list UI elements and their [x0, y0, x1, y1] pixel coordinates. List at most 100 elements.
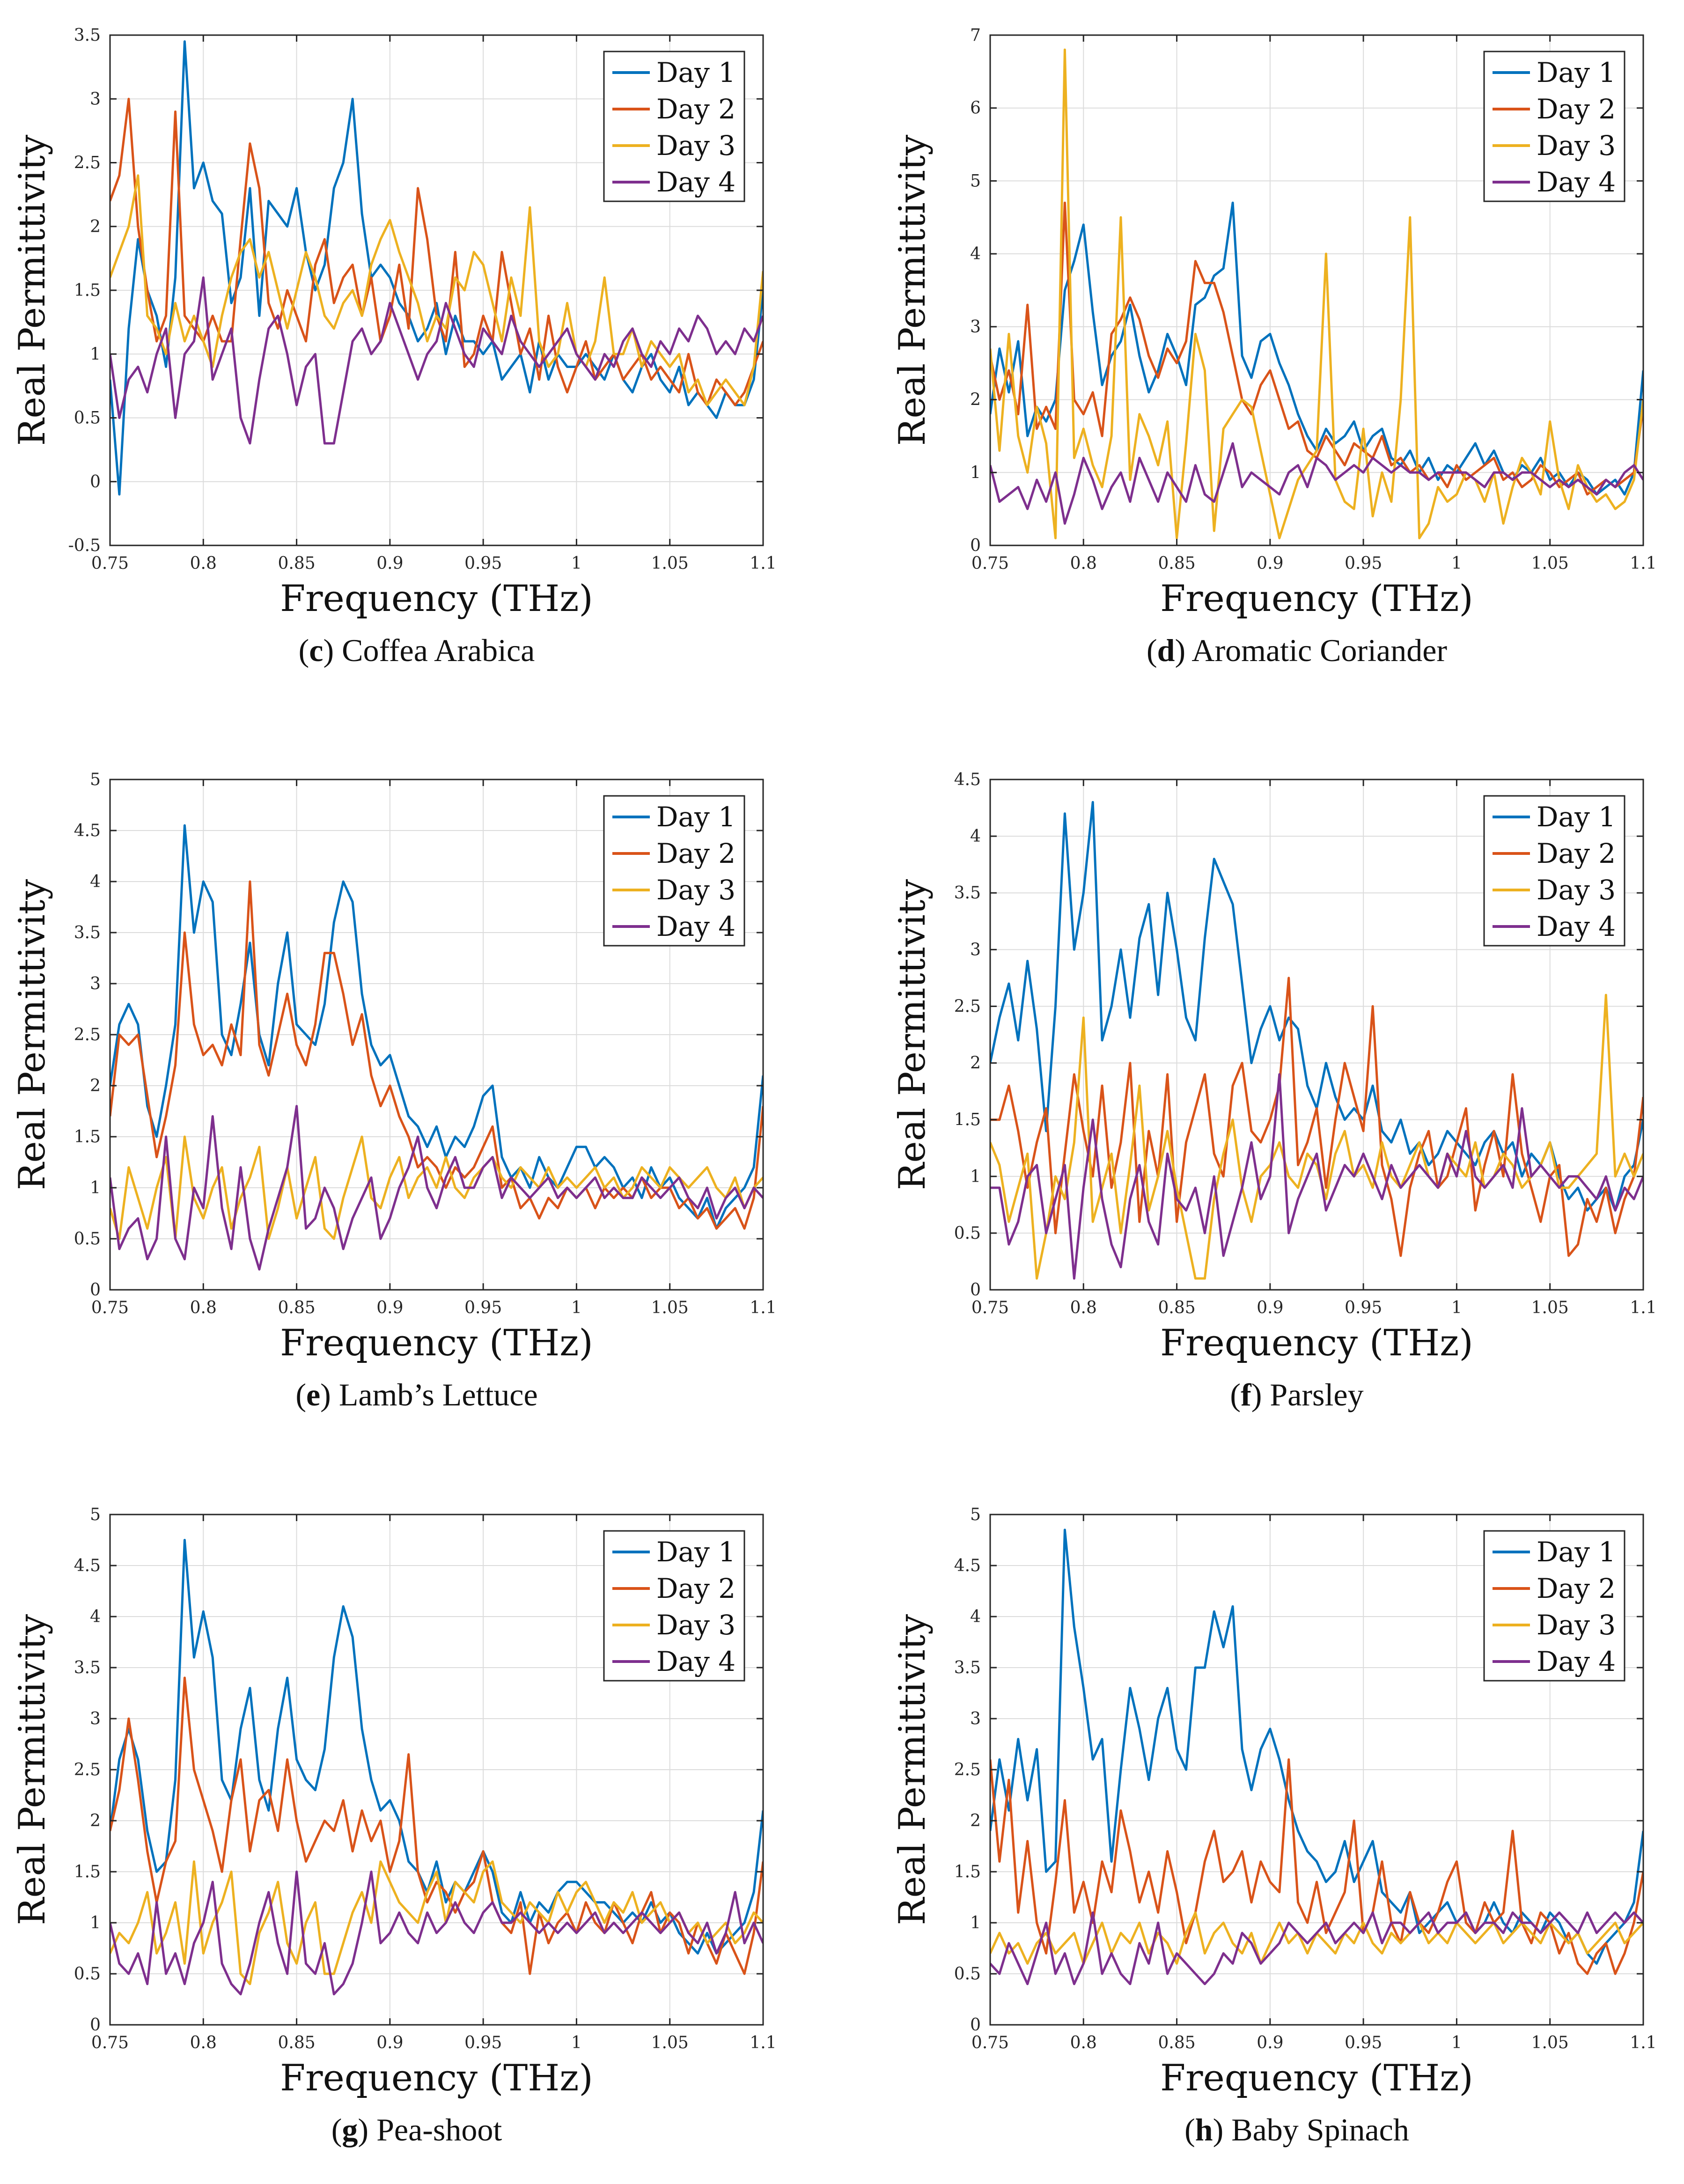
chart-g-xtick-label-5: 1 [571, 2033, 582, 2052]
chart-c-xtick-label-7: 1.1 [750, 554, 776, 573]
chart-c-ytick-label-1: 0 [90, 472, 101, 492]
chart-f-line-day-2 [990, 977, 1643, 1257]
chart-e-ytick-label-6: 3 [90, 974, 101, 993]
chart-c-legend-label-4: Day 4 [656, 166, 735, 198]
chart-g-xtick-label-0: 0.75 [91, 2033, 129, 2052]
chart-parsley: 0.75 0.8 0.85 0.9 0.95 1 1.05 1.1 0 0.5 1 1.5 2 2.5 3 3… [891, 770, 1657, 1364]
chart-h-xtick-label-5: 1 [1451, 2033, 1462, 2052]
chart-g-xlabel: Frequency (THz) [280, 2057, 593, 2099]
chart-lambs-lettuce: 0.75 0.8 0.85 0.9 0.95 1 1.05 1.1 0 0.5 1 1.5 2 2.5 3 3… [11, 770, 777, 1364]
chart-h-ytick-label-8: 4 [970, 1607, 981, 1626]
chart-f-legend-label-2: Day 2 [1537, 838, 1616, 869]
chart-f-xtick-label-7: 1.1 [1630, 1298, 1656, 1317]
chart-g-ytick-label-8: 4 [90, 1607, 101, 1626]
chart-e-xtick-label-6: 1.05 [651, 1298, 689, 1317]
chart-d-xtick-label-0: 0.75 [971, 554, 1009, 573]
chart-c-line-day-4 [110, 276, 763, 445]
chart-f-legend-label-4: Day 4 [1537, 911, 1616, 942]
chart-d-legend-label-3: Day 3 [1537, 130, 1616, 162]
chart-h-legend-label-2: Day 2 [1537, 1573, 1616, 1604]
chart-h-legend: Day 1 Day 2 Day 3 Day 4 [1483, 1530, 1625, 1682]
chart-c-xtick-label-1: 0.8 [190, 554, 217, 573]
chart-d-ytick-label-4: 4 [970, 244, 981, 264]
chart-f-legend: Day 1 Day 2 Day 3 Day 4 [1483, 795, 1625, 947]
chart-g-legend: Day 1 Day 2 Day 3 Day 4 [603, 1530, 745, 1682]
chart-f-ytick-label-1: 0.5 [954, 1224, 981, 1243]
chart-h-xtick-label-2: 0.85 [1158, 2033, 1195, 2052]
chart-h-ytick-label-7: 3.5 [954, 1658, 981, 1677]
chart-d-legend-label-1: Day 1 [1537, 57, 1616, 88]
chart-h-ytick-label-3: 1.5 [954, 1862, 981, 1882]
chart-d-xtick-label-3: 0.9 [1257, 554, 1283, 573]
chart-c-xtick-label-2: 0.85 [278, 554, 315, 573]
chart-e-ylabel: Real Permittivity [11, 879, 53, 1191]
chart-g-ytick-label-9: 4.5 [74, 1556, 101, 1575]
chart-f-ticks: 0.75 0.8 0.85 0.9 0.95 1 1.05 1.1 0 0.5 1 1.5 2 2.5 3 3… [954, 770, 1657, 1317]
chart-e-legend: Day 1 Day 2 Day 3 Day 4 [603, 795, 745, 947]
chart-g-ytick-label-6: 3 [90, 1709, 101, 1728]
chart-h-ytick-label-10: 5 [970, 1505, 981, 1524]
chart-e-ytick-label-1: 0.5 [74, 1229, 101, 1249]
chart-e-line-day-2 [110, 880, 763, 1230]
chart-f-xtick-label-3: 0.9 [1257, 1298, 1283, 1317]
chart-e-xtick-label-5: 1 [571, 1298, 582, 1317]
chart-c-series [110, 40, 763, 496]
chart-f-legend-label-1: Day 1 [1537, 801, 1616, 833]
chart-c-ytick-label-6: 2.5 [74, 154, 101, 173]
chart-e-ytick-label-4: 2 [90, 1076, 101, 1096]
chart-g-series [110, 1539, 763, 1996]
chart-d-xtick-label-7: 1.1 [1630, 554, 1656, 573]
chart-g-ytick-label-0: 0 [90, 2015, 101, 2035]
chart-h-xtick-label-7: 1.1 [1630, 2033, 1656, 2052]
chart-f-ytick-label-8: 4 [970, 827, 981, 846]
chart-d-series [990, 48, 1643, 539]
chart-f-xtick-label-2: 0.85 [1158, 1298, 1195, 1317]
chart-g-xtick-label-4: 0.95 [464, 2033, 502, 2052]
chart-d-line-day-4 [990, 442, 1643, 525]
chart-f-line-day-4 [990, 1073, 1643, 1280]
chart-aromatic-coriander: 0.75 0.8 0.85 0.9 0.95 1 1.05 1.1 0 1 2 3 4 5 6 7 Freque… [891, 26, 1657, 620]
panel-parsley: 0.75 0.8 0.85 0.9 0.95 1 1.05 1.1 0 0.5 1 1.5 2 2.5 3 3… [880, 744, 1684, 1447]
chart-c-xtick-label-3: 0.9 [376, 554, 403, 573]
chart-e-xtick-label-4: 0.95 [464, 1298, 502, 1317]
chart-c-legend: Day 1 Day 2 Day 3 Day 4 [603, 51, 745, 202]
chart-pea-shoot: 0.75 0.8 0.85 0.9 0.95 1 1.05 1.1 0 0.5 1 1.5 2 2.5 3 3… [11, 1505, 777, 2099]
chart-f-xtick-label-5: 1 [1451, 1298, 1462, 1317]
chart-h-line-day-4 [990, 1911, 1643, 1985]
chart-d-ytick-label-7: 7 [970, 26, 981, 45]
chart-h-ylabel: Real Permittivity [891, 1614, 934, 1926]
chart-h-xtick-label-0: 0.75 [971, 2033, 1009, 2052]
chart-g-ytick-label-3: 1.5 [74, 1862, 101, 1882]
chart-g-ytick-label-5: 2.5 [74, 1760, 101, 1780]
chart-e-legend-label-3: Day 3 [656, 874, 735, 906]
chart-coffea-arabica: 0.75 0.8 0.85 0.9 0.95 1 1.05 1.1 -0.5 0 0.5 1 1.5 2 2… [11, 26, 777, 620]
chart-f-ytick-label-3: 1.5 [954, 1110, 981, 1130]
chart-d-axes-box [989, 34, 1644, 546]
panel-aromatic-coriander: 0.75 0.8 0.85 0.9 0.95 1 1.05 1.1 0 1 2 3 4 5 6 7 Freque… [880, 0, 1684, 702]
chart-g-xtick-label-6: 1.05 [651, 2033, 689, 2052]
chart-h-xlabel: Frequency (THz) [1160, 2057, 1473, 2099]
chart-f-ytick-label-9: 4.5 [954, 770, 981, 789]
caption-coffea-arabica: (c) Coffea Arabica [298, 632, 535, 668]
chart-h-xtick-label-1: 0.8 [1070, 2033, 1097, 2052]
chart-h-ticks: 0.75 0.8 0.85 0.9 0.95 1 1.05 1.1 0 0.5 1 1.5 2 2.5 3 3… [954, 1505, 1657, 2052]
chart-c-legend-box [603, 51, 745, 202]
chart-d-legend: Day 1 Day 2 Day 3 Day 4 [1483, 51, 1625, 202]
chart-d-xtick-label-5: 1 [1451, 554, 1462, 573]
chart-e-ytick-label-2: 1 [90, 1178, 101, 1198]
chart-e-xtick-label-2: 0.85 [278, 1298, 315, 1317]
chart-c-ytick-label-8: 3.5 [74, 26, 101, 45]
chart-g-ylabel: Real Permittivity [11, 1614, 53, 1926]
chart-c-ylabel: Real Permittivity [11, 135, 53, 446]
chart-e-legend-label-2: Day 2 [656, 838, 735, 869]
chart-e-series [110, 824, 763, 1271]
chart-g-line-day-3 [110, 1860, 763, 1985]
chart-f-ytick-label-0: 0 [970, 1280, 981, 1300]
chart-g-ytick-label-1: 0.5 [74, 1964, 101, 1984]
chart-c-ytick-label-2: 0.5 [74, 409, 101, 428]
caption-baby-spinach: (h) Baby Spinach [1184, 2112, 1409, 2147]
chart-c-legend-label-1: Day 1 [656, 57, 735, 88]
chart-h-legend-label-4: Day 4 [1537, 1646, 1616, 1677]
chart-g-ytick-label-7: 3.5 [74, 1658, 101, 1677]
caption-aromatic-coriander: (d) Aromatic Coriander [1146, 632, 1448, 668]
